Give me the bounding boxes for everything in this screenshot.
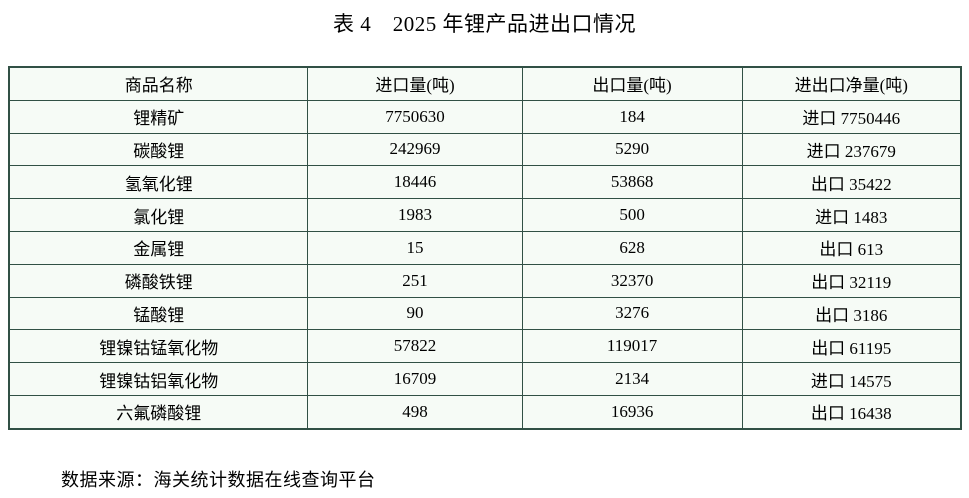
value-cell: 15 (307, 230, 523, 265)
value-cell: 1983 (307, 198, 523, 232)
value-cell: 18446 (307, 165, 523, 200)
value-cell: 498 (307, 394, 523, 430)
value-cell: 进口 7750446 (741, 99, 962, 134)
product-name-cell: 磷酸铁锂 (8, 263, 309, 298)
table-row: 锂镍钴铝氧化物 16709 2134 进口 14575 (8, 362, 962, 396)
value-cell: 出口 32119 (741, 263, 962, 298)
value-cell: 251 (307, 263, 523, 298)
value-cell: 32370 (521, 263, 743, 298)
table-body: 锂精矿 7750630 184 进口 7750446 碳酸锂 242969 5290 进口 2… (8, 99, 962, 430)
value-cell: 242969 (307, 132, 523, 167)
product-name-cell: 锰酸锂 (8, 296, 309, 331)
value-cell: 2134 (521, 362, 743, 396)
product-name-cell: 氯化锂 (8, 198, 309, 232)
header-export-volume: 出口量(吨) (521, 66, 743, 101)
value-cell: 进口 14575 (741, 362, 962, 396)
value-cell: 500 (521, 198, 743, 232)
value-cell: 53868 (521, 165, 743, 200)
value-cell: 7750630 (307, 99, 523, 134)
value-cell: 出口 35422 (741, 165, 962, 200)
table-row: 六氟磷酸锂 498 16936 出口 16438 (8, 394, 962, 430)
table-row: 磷酸铁锂 251 32370 出口 32119 (8, 263, 962, 298)
header-import-volume: 进口量(吨) (307, 66, 523, 101)
header-net-volume: 进出口净量(吨) (741, 66, 962, 101)
import-export-table: 商品名称 进口量(吨) 出口量(吨) 进出口净量(吨) 锂精矿 7750630 18… (8, 66, 962, 430)
header-product-name: 商品名称 (8, 66, 309, 101)
value-cell: 90 (307, 296, 523, 331)
table-row: 氯化锂 1983 500 进口 1483 (8, 198, 962, 232)
value-cell: 628 (521, 230, 743, 265)
table-row: 锰酸锂 90 3276 出口 3186 (8, 296, 962, 331)
value-cell: 进口 1483 (741, 198, 962, 232)
product-name-cell: 锂精矿 (8, 99, 309, 134)
product-name-cell: 氢氧化锂 (8, 165, 309, 200)
table-caption: 表 4 2025 年锂产品进出口情况 (333, 12, 636, 36)
table-row: 碳酸锂 242969 5290 进口 237679 (8, 132, 962, 167)
value-cell: 184 (521, 99, 743, 134)
product-name-cell: 碳酸锂 (8, 132, 309, 167)
table-row: 金属锂 15 628 出口 613 (8, 230, 962, 265)
value-cell: 出口 3186 (741, 296, 962, 331)
value-cell: 119017 (521, 329, 743, 364)
value-cell: 5290 (521, 132, 743, 167)
value-cell: 出口 16438 (741, 394, 962, 430)
value-cell: 3276 (521, 296, 743, 331)
table-header-row: 商品名称 进口量(吨) 出口量(吨) 进出口净量(吨) (8, 66, 962, 101)
value-cell: 16709 (307, 362, 523, 396)
value-cell: 16936 (521, 394, 743, 430)
value-cell: 出口 61195 (741, 329, 962, 364)
product-name-cell: 锂镍钴锰氧化物 (8, 329, 309, 364)
product-name-cell: 六氟磷酸锂 (8, 394, 309, 430)
product-name-cell: 金属锂 (8, 230, 309, 265)
product-name-cell: 锂镍钴铝氧化物 (8, 362, 309, 396)
value-cell: 出口 613 (741, 230, 962, 265)
value-cell: 57822 (307, 329, 523, 364)
data-source-note: 数据来源：海关统计数据在线查询平台 (61, 470, 376, 490)
table-row: 锂镍钴锰氧化物 57822 119017 出口 61195 (8, 329, 962, 364)
value-cell: 进口 237679 (741, 132, 962, 167)
table-row: 锂精矿 7750630 184 进口 7750446 (8, 99, 962, 134)
table-row: 氢氧化锂 18446 53868 出口 35422 (8, 165, 962, 200)
